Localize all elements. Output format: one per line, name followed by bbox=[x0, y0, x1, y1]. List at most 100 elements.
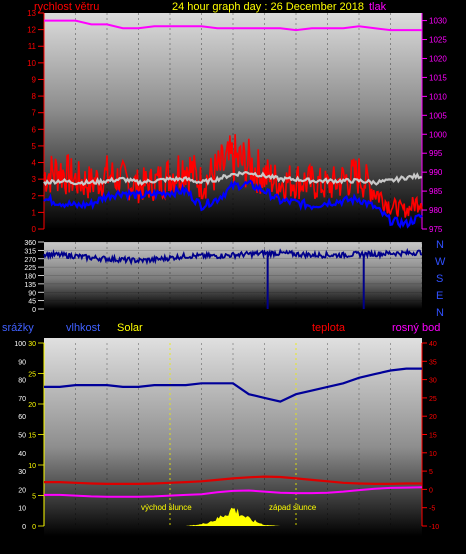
temperature-axis-tick: 30 bbox=[429, 378, 437, 385]
wind-average-series bbox=[43, 179, 423, 229]
direction-axis-tick: 135 bbox=[24, 282, 36, 289]
wind-axis-tick: 12 bbox=[27, 26, 36, 35]
bottom-x-tick: 02 bbox=[71, 539, 80, 548]
temperature-label: teplota bbox=[312, 322, 346, 334]
dew-point-label: rosný bod bbox=[392, 322, 440, 334]
temperature-axis-tick: -5 bbox=[429, 506, 435, 513]
wind-speed-label: rychlost větru bbox=[34, 1, 99, 13]
humidity-label: vlhkost bbox=[66, 322, 100, 334]
top-x-tick: 06 bbox=[134, 232, 143, 241]
temperature-axis-tick: 40 bbox=[429, 341, 437, 348]
pressure-label: tlak bbox=[369, 1, 387, 13]
bottom-x-tick: 00 bbox=[418, 539, 427, 548]
compass-n-bottom: N bbox=[436, 307, 444, 319]
solar-series bbox=[44, 507, 422, 526]
chart-title: 24 hour graph day : 26 December 2018 bbox=[172, 1, 364, 13]
wind-gust-average-series bbox=[43, 170, 423, 187]
solar-label: Solar bbox=[117, 322, 143, 334]
pressure-axis-tick: 1005 bbox=[429, 111, 447, 120]
rain-axis-tick: 60 bbox=[18, 414, 26, 421]
bottom-x-tick: 20 bbox=[355, 539, 364, 548]
bottom-x-tick: 18 bbox=[323, 539, 332, 548]
compass-n-top: N bbox=[436, 239, 444, 251]
bottom-chart-bg bbox=[44, 338, 422, 536]
temperature-axis-tick: 20 bbox=[429, 414, 437, 421]
top-x-tick: 08 bbox=[166, 232, 175, 241]
bottom-x-tick: 22 bbox=[386, 539, 395, 548]
top-x-tick: 14 bbox=[260, 232, 269, 241]
pressure-axis-tick: 980 bbox=[429, 206, 443, 215]
bottom-x-tick: 16 bbox=[292, 539, 301, 548]
wind-axis-tick: 0 bbox=[32, 225, 37, 234]
pressure-axis-tick: 975 bbox=[429, 225, 443, 234]
direction-axis-tick: 90 bbox=[28, 290, 36, 297]
compass-s: S bbox=[436, 273, 443, 285]
wind-axis-tick: 1 bbox=[32, 208, 37, 217]
wind-axis-tick: 2 bbox=[32, 192, 37, 201]
humidity-axis-tick: 10 bbox=[28, 463, 36, 470]
sunset-label: západ slunce bbox=[269, 503, 317, 512]
plot-layer: 02 04 06 08 10 12 14 16 18 20 22 000123456789101112… bbox=[14, 9, 447, 548]
wind-axis-tick: 5 bbox=[32, 142, 37, 151]
pressure-axis-tick: 1000 bbox=[429, 130, 447, 139]
temperature-axis-tick: 0 bbox=[429, 487, 433, 494]
wind-axis-tick: 11 bbox=[28, 42, 37, 51]
temperature-axis-tick: 10 bbox=[429, 451, 437, 458]
direction-axis-tick: 0 bbox=[32, 307, 36, 314]
top-x-tick: 16 bbox=[292, 232, 301, 241]
humidity-axis-tick: 0 bbox=[32, 524, 36, 531]
wind-axis-tick: 4 bbox=[32, 159, 37, 168]
direction-axis-tick: 270 bbox=[24, 257, 36, 264]
bottom-x-tick: 04 bbox=[103, 539, 112, 548]
direction-axis-tick: 225 bbox=[24, 265, 36, 272]
direction-axis-tick: 45 bbox=[28, 299, 36, 306]
compass-w: W bbox=[435, 256, 446, 268]
rain-axis-tick: 70 bbox=[18, 396, 26, 403]
bottom-x-tick: 12 bbox=[229, 539, 238, 548]
wind-axis-tick: 13 bbox=[27, 9, 36, 18]
pressure-axis-tick: 1020 bbox=[429, 54, 447, 63]
humidity-axis-tick: 20 bbox=[28, 402, 36, 409]
pressure-axis-tick: 1030 bbox=[429, 17, 447, 26]
rain-axis-tick: 90 bbox=[18, 359, 26, 366]
pressure-axis-tick: 990 bbox=[429, 168, 443, 177]
wind-axis-tick: 9 bbox=[32, 75, 37, 84]
humidity-series bbox=[44, 367, 422, 403]
rain-axis-tick: 50 bbox=[18, 433, 26, 440]
bottom-x-tick: 10 bbox=[197, 539, 206, 548]
top-x-tick: 00 bbox=[418, 232, 427, 241]
rain-axis-tick: 40 bbox=[18, 451, 26, 458]
rain-axis-tick: 10 bbox=[18, 506, 26, 513]
pressure-axis-tick: 985 bbox=[429, 187, 443, 196]
top-x-tick: 12 bbox=[229, 232, 238, 241]
rain-axis-tick: 80 bbox=[18, 378, 26, 385]
rain-axis-tick: 0 bbox=[22, 524, 26, 531]
bottom-x-tick: 14 bbox=[260, 539, 269, 548]
wind-direction-series bbox=[43, 247, 423, 266]
humidity-axis-tick: 30 bbox=[28, 341, 36, 348]
wind-axis-tick: 3 bbox=[32, 175, 37, 184]
direction-axis-tick: 315 bbox=[24, 248, 36, 255]
sunrise-label: východ slunce bbox=[141, 503, 192, 512]
pressure-axis-tick: 1015 bbox=[429, 73, 447, 82]
top-x-tick: 02 bbox=[71, 232, 80, 241]
dew-point-series bbox=[44, 486, 423, 498]
temperature-axis-tick: 5 bbox=[429, 469, 433, 476]
bottom-x-tick: 06 bbox=[134, 539, 143, 548]
top-x-tick: 18 bbox=[323, 232, 332, 241]
temperature-axis-tick: 35 bbox=[429, 359, 437, 366]
wind-axis-tick: 6 bbox=[32, 125, 37, 134]
rain-axis-tick: 100 bbox=[14, 341, 26, 348]
pressure-axis-tick: 1010 bbox=[429, 92, 447, 101]
temperature-series bbox=[44, 475, 422, 485]
pressure-axis-tick: 995 bbox=[429, 149, 443, 158]
top-x-tick: 10 bbox=[197, 232, 206, 241]
temperature-axis-tick: 25 bbox=[429, 396, 437, 403]
temperature-axis-tick: -10 bbox=[429, 524, 439, 531]
humidity-axis-tick: 25 bbox=[28, 372, 36, 379]
rain-axis-tick: 20 bbox=[18, 487, 26, 494]
top-x-tick: 04 bbox=[103, 232, 112, 241]
wind-axis-tick: 7 bbox=[32, 109, 37, 118]
wind-gust-series bbox=[43, 134, 423, 218]
